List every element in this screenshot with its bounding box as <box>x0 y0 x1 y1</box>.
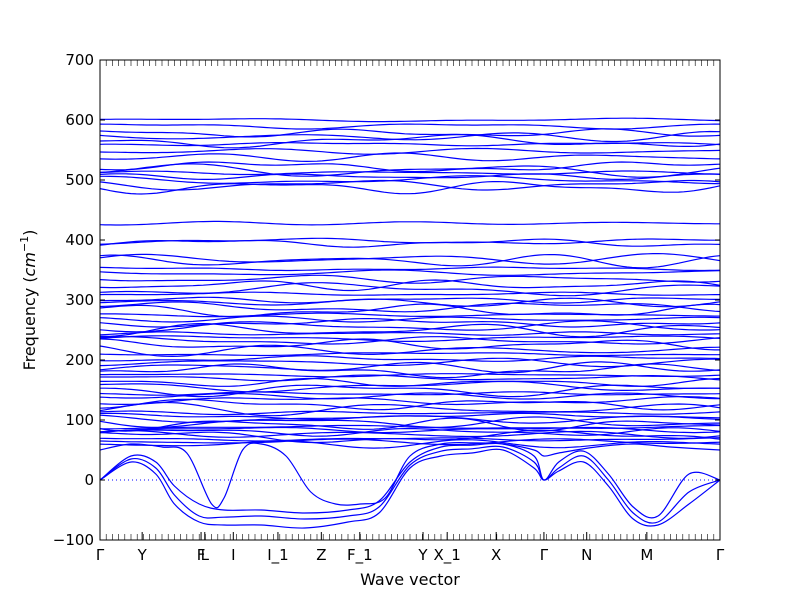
band-line <box>99 336 721 345</box>
acoustic-band-line <box>99 442 721 519</box>
y-tick-label: −100 <box>53 531 94 549</box>
band-line <box>100 374 721 382</box>
x-tick-label: X_1 <box>434 546 461 565</box>
x-tick-label: F <box>197 546 206 564</box>
y-tick-label: 400 <box>65 231 94 249</box>
band-line <box>99 170 721 176</box>
band-line <box>99 253 721 265</box>
y-axis: −100 0 100 200 300 400 500 600 700 <box>53 51 720 549</box>
x-tick-label: L <box>201 546 210 564</box>
band-line <box>99 297 721 308</box>
x-axis-label: Wave vector <box>360 570 460 589</box>
band-line <box>99 414 721 424</box>
band-line <box>100 175 721 185</box>
x-tick-label: M <box>640 546 653 564</box>
y-axis-label-text: Frequency ( <box>20 276 39 370</box>
band-line <box>99 163 721 178</box>
band-line <box>99 179 721 191</box>
band-line <box>99 266 721 272</box>
band-line <box>100 296 720 304</box>
y-tick-label: 300 <box>65 291 94 309</box>
x-minor-ticks <box>99 60 721 540</box>
band-line <box>99 152 721 163</box>
x-tick-label: Γ <box>540 546 549 564</box>
y-tick-label: 0 <box>84 471 94 489</box>
x-tick-label: Γ <box>96 546 105 564</box>
x-tick-label: I_1 <box>267 546 288 565</box>
band-line <box>99 401 721 417</box>
band-line <box>99 395 721 406</box>
y-tick-label: 200 <box>65 351 94 369</box>
band-line <box>99 279 721 292</box>
x-tick-label: F_1 <box>347 546 373 565</box>
band-lines <box>99 117 721 529</box>
band-line <box>99 173 721 180</box>
band-line <box>99 344 721 358</box>
band-line <box>99 181 721 195</box>
band-line <box>100 384 720 398</box>
band-line <box>99 301 721 313</box>
band-line <box>99 254 721 269</box>
y-tick-label: 600 <box>65 111 94 129</box>
y-tick-label: 700 <box>65 51 94 69</box>
band-line <box>99 128 721 138</box>
band-line <box>99 361 721 374</box>
band-line <box>99 417 721 432</box>
x-axis: Γ Y FL I I_1 Z F_1 Y X_1 X Γ N M Γ <box>96 532 725 565</box>
band-line <box>99 338 720 351</box>
y-tick-label: 100 <box>65 411 94 429</box>
x-tick-label: Y <box>417 546 428 564</box>
band-line <box>99 130 721 143</box>
band-line <box>99 161 721 173</box>
band-line <box>99 335 721 342</box>
band-line <box>99 380 721 393</box>
y-axis-label: Frequency (cm−1) <box>18 230 39 371</box>
band-line <box>99 410 721 416</box>
acoustic-band-line <box>99 448 721 529</box>
band-line <box>99 269 721 276</box>
band-line <box>99 238 721 248</box>
band-line <box>99 291 720 296</box>
acoustic-band-line <box>99 441 721 509</box>
band-line <box>99 416 720 428</box>
band-line <box>99 439 721 449</box>
x-tick-label: Γ <box>716 546 725 564</box>
band-line <box>99 320 721 333</box>
x-tick-label: Y <box>137 546 148 564</box>
band-line <box>99 426 721 434</box>
band-line <box>99 398 721 411</box>
band-line <box>99 123 720 130</box>
x-tick-label: I <box>231 546 235 564</box>
y-axis-label-exponent: −1 <box>18 236 31 252</box>
band-line <box>99 237 720 245</box>
band-line <box>99 274 721 284</box>
band-line <box>99 355 721 362</box>
y-tick-label: 500 <box>65 171 94 189</box>
band-line <box>100 312 720 318</box>
band-line <box>99 117 721 123</box>
acoustic-band-line <box>99 445 721 524</box>
band-line <box>99 352 720 357</box>
x-tick-label: X <box>491 546 501 564</box>
band-line <box>99 147 721 155</box>
band-line <box>99 437 721 442</box>
x-tick-label: N <box>581 546 592 564</box>
band-line <box>99 315 721 323</box>
x-tick-label: Z <box>316 546 326 564</box>
band-line <box>99 331 721 336</box>
band-line <box>99 392 720 400</box>
y-axis-label-close: ) <box>20 230 39 236</box>
band-line <box>100 373 721 378</box>
y-axis-label-unit: cm <box>20 252 39 276</box>
band-line <box>99 142 721 147</box>
band-line <box>99 220 720 226</box>
band-line <box>99 430 721 439</box>
band-line <box>99 438 721 446</box>
